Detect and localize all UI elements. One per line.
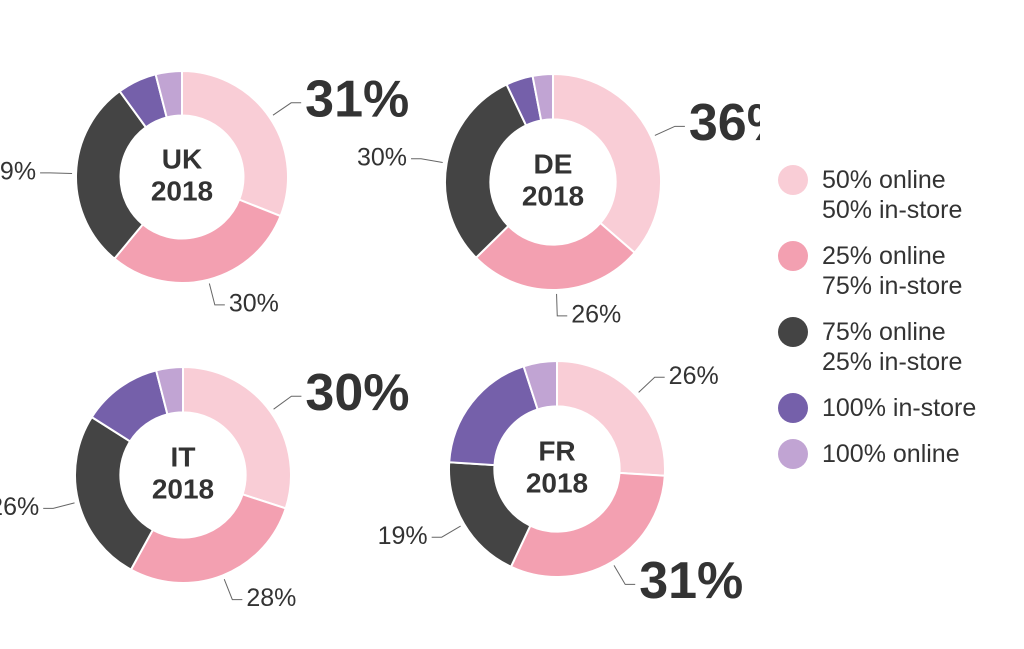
center-title: DE: [534, 148, 573, 179]
legend-item: 25% online 75% in-store: [778, 241, 1024, 301]
leader-line: [272, 102, 302, 116]
legend: 50% online 50% in-store 25% online 75% in…: [778, 165, 1024, 485]
center-subtitle: 2018: [151, 175, 213, 206]
center-subtitle: 2018: [526, 467, 588, 498]
value-label: 26%: [571, 301, 621, 329]
leader-line: [208, 283, 225, 306]
donut-segment: [448, 365, 539, 467]
value-label: 31%: [305, 71, 409, 129]
leader-line: [40, 172, 73, 175]
value-label: 26%: [0, 493, 39, 521]
charts: 31%30%29%UK201836%26%30%DE201830%28%26%I…: [0, 69, 760, 612]
legend-item: 100% in-store: [778, 393, 1024, 423]
leader-line: [638, 376, 665, 393]
center-title: IT: [171, 441, 196, 472]
donut-segment: [552, 72, 662, 255]
donut-segment: [556, 359, 666, 477]
legend-item: 50% online 50% in-store: [778, 165, 1024, 225]
value-label: 36%: [689, 94, 760, 152]
legend-swatch: [778, 439, 808, 469]
donut-segment: [154, 365, 184, 416]
donut-segment: [444, 83, 528, 260]
donut-segment: [129, 493, 287, 584]
value-label: 30%: [229, 289, 279, 317]
center-subtitle: 2018: [522, 180, 584, 211]
legend-swatch: [778, 241, 808, 271]
leader-line: [223, 578, 243, 601]
donut-segment: [522, 359, 558, 411]
center-title: UK: [162, 143, 202, 174]
donut-segment: [474, 221, 637, 291]
leader-line: [411, 158, 443, 164]
legend-label: 100% in-store: [822, 394, 977, 422]
donut-segment: [181, 69, 289, 218]
legend-swatch: [778, 393, 808, 423]
legend-swatch: [778, 165, 808, 195]
leader-line: [43, 502, 75, 509]
value-label: 31%: [639, 552, 743, 610]
legend-label: 100% online: [822, 440, 960, 468]
leader-line: [613, 565, 636, 585]
value-label: 30%: [357, 143, 407, 171]
value-label: 28%: [246, 584, 296, 612]
donut-segment: [74, 415, 155, 571]
value-label: 19%: [378, 522, 428, 550]
center-title: FR: [538, 435, 575, 466]
legend-swatch: [778, 317, 808, 347]
donut-segment: [509, 471, 666, 578]
value-label: 29%: [0, 157, 36, 185]
donut-segment: [154, 69, 183, 119]
value-label: 26%: [669, 362, 719, 390]
leader-line: [654, 125, 685, 136]
legend-label: 75% online 25% in-store: [822, 318, 963, 376]
value-label: 30%: [305, 364, 409, 422]
center-subtitle: 2018: [152, 473, 214, 504]
legend-label: 50% online 50% in-store: [822, 166, 963, 224]
donut-segment: [182, 365, 292, 510]
leader-line: [273, 395, 302, 410]
legend-item: 75% online 25% in-store: [778, 317, 1024, 377]
leader-line: [431, 525, 461, 538]
legend-label: 25% online 75% in-store: [822, 242, 963, 300]
donut-segment: [448, 461, 532, 569]
donut-segment: [113, 198, 282, 284]
legend-item: 100% online: [778, 439, 1024, 469]
leader-line: [556, 293, 568, 317]
donut-segment: [75, 89, 148, 261]
donut-segment: [531, 72, 554, 122]
